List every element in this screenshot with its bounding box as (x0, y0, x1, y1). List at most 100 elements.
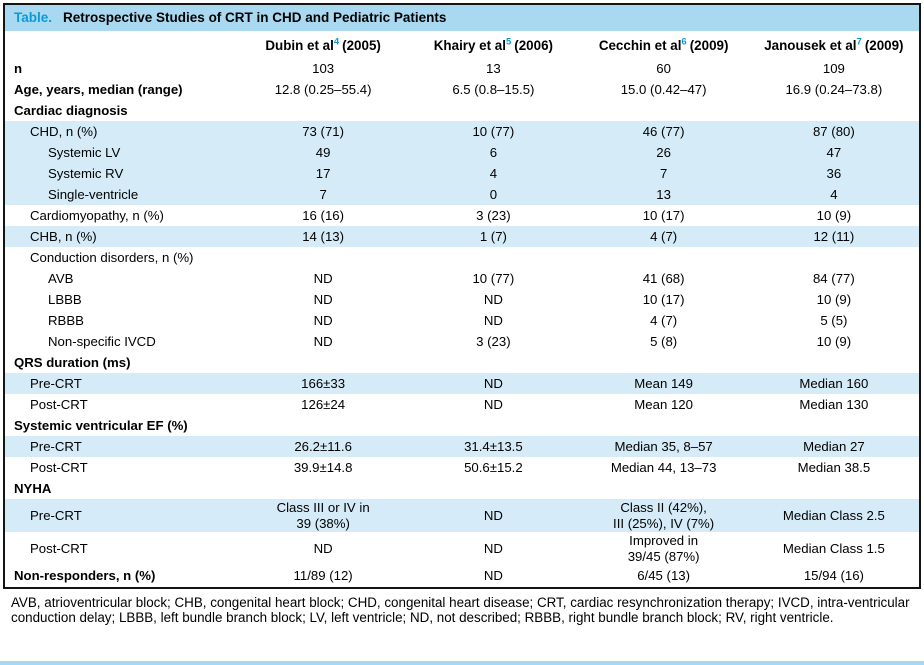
cell-value: 12.8 (0.25–55.4) (274, 81, 372, 97)
cell-value: Mean 149 (634, 375, 693, 391)
cell-value: 16.9 (0.24–73.8) (785, 81, 883, 97)
table-row: QRS duration (ms) (5, 352, 919, 373)
page: Table. Retrospective Studies of CRT in CH… (0, 3, 924, 665)
cell-value: 73 (71) (302, 123, 345, 139)
table-row: Non-specific IVCD ND 3 (23) 5 (8) 10 (9) (5, 331, 919, 352)
cell-value: 13 (656, 186, 671, 202)
cell-value: 10 (9) (816, 207, 852, 223)
study-name: Cecchin et al (598, 38, 682, 54)
column-header-dubin: Dubin et al4 (2005) (238, 31, 408, 58)
cell-value: Median 44, 13–73 (610, 459, 717, 475)
cell-value: 4 (489, 165, 498, 181)
cell-value: 1 (7) (479, 228, 507, 244)
cell-value (408, 415, 578, 436)
cell-value: 15.0 (0.42–47) (620, 81, 707, 97)
row-label: Pre-CRT (30, 507, 82, 523)
table-row: Age, years, median (range) 12.8 (0.25–55.… (5, 79, 919, 100)
table-row: Post-CRT ND ND Improved in 39/45 (87%) Media… (5, 532, 919, 565)
cell-value: 4 (830, 186, 838, 202)
cell-value (579, 352, 749, 373)
table-row: NYHA (5, 478, 919, 499)
header-row: Dubin et al4 (2005) Khairy et al5 (2006) C… (5, 31, 919, 58)
cell-value: ND (313, 333, 333, 349)
table-title: Retrospective Studies of CRT in CHD and … (63, 10, 447, 25)
cell-value: 7 (659, 165, 668, 181)
cell-value (579, 100, 749, 121)
cell-value: 47 (826, 144, 842, 160)
cell-value: 50.6±15.2 (464, 459, 523, 475)
row-label: LBBB (48, 291, 82, 307)
cell-value (749, 478, 919, 499)
cell-value (749, 352, 919, 373)
cell-value: 31.4±13.5 (464, 438, 523, 454)
cell-value: 4 (7) (650, 228, 678, 244)
cell-value: 46 (77) (642, 123, 685, 139)
cell-value (408, 247, 578, 268)
table-row: Pre-CRT 26.2±11.6 31.4±13.5 Median 35, 8–57… (5, 436, 919, 458)
cell-value: Median 35, 8–57 (614, 438, 713, 454)
row-label: CHD, n (%) (30, 123, 98, 139)
table-row: Pre-CRT Class III or IV in 39 (38%) ND Clas… (5, 499, 919, 533)
column-header-cecchin: Cecchin et al6 (2009) (579, 31, 749, 58)
column-header-janousek: Janousek et al7 (2009) (749, 31, 919, 58)
cell-value: 84 (77) (812, 270, 855, 286)
table-row: n 103 13 60 109 (5, 58, 919, 79)
column-header-khairy: Khairy et al5 (2006) (408, 31, 578, 58)
cell-value: ND (483, 541, 503, 557)
row-label: Single-ventricle (48, 186, 139, 202)
row-label: Cardiomyopathy, n (%) (30, 207, 164, 223)
cell-value (579, 478, 749, 499)
table-row: RBBB ND ND 4 (7) 5 (5) (5, 310, 919, 331)
cell-value: 4 (7) (650, 312, 678, 328)
cell-value: 6 (489, 144, 498, 160)
row-label: Post-CRT (30, 459, 88, 475)
cell-value: ND (483, 568, 503, 584)
cell-value (238, 247, 408, 268)
cell-value: 10 (9) (816, 291, 852, 307)
cell-value: Improved in 39/45 (87%) (627, 533, 700, 564)
row-label: Systemic LV (48, 144, 121, 160)
cell-value: 13 (486, 60, 501, 76)
cell-value: ND (483, 396, 503, 412)
cell-value: 16 (16) (302, 207, 345, 223)
cell-value: Median Class 1.5 (782, 541, 885, 557)
cell-value: 12 (11) (813, 228, 855, 244)
table-row: CHD, n (%) 73 (71) 10 (77) 46 (77) 87 (80) (5, 121, 919, 143)
cell-value (408, 478, 578, 499)
table-row: Cardiomyopathy, n (%) 16 (16) 3 (23) 10 (17… (5, 205, 919, 226)
row-label: Cardiac diagnosis (14, 102, 128, 118)
cell-value: 3 (23) (476, 333, 511, 349)
cell-value (238, 100, 408, 121)
cell-value: 10 (17) (642, 291, 685, 307)
cell-value: Median 38.5 (797, 459, 871, 475)
study-year: (2006) (514, 38, 553, 54)
row-label: Non-specific IVCD (48, 333, 156, 349)
abbreviations-footnote: AVB, atrioventricular block; CHB, congen… (11, 594, 910, 626)
reference-superscript: 5 (505, 36, 512, 48)
row-label: QRS duration (ms) (14, 354, 131, 370)
table-title-bar: Table. Retrospective Studies of CRT in CH… (5, 5, 919, 32)
cell-value (238, 415, 408, 436)
row-label: NYHA (14, 480, 52, 496)
row-label: Post-CRT (30, 396, 88, 412)
row-label: Age, years, median (range) (14, 81, 183, 97)
row-label: Pre-CRT (30, 375, 82, 391)
study-name: Dubin et al (265, 38, 334, 54)
cell-value: 6.5 (0.8–15.5) (452, 81, 535, 97)
row-label: Post-CRT (30, 541, 88, 557)
cell-value: 26 (656, 144, 671, 160)
row-label: Pre-CRT (30, 438, 82, 454)
table-row: Post-CRT 126±24 ND Mean 120 Median 130 (5, 394, 919, 415)
cell-value: 14 (13) (302, 228, 345, 244)
cell-value: 11/89 (12) (293, 568, 353, 584)
cell-value (749, 415, 919, 436)
table-row: Conduction disorders, n (%) (5, 247, 919, 268)
reference-superscript: 6 (681, 36, 687, 48)
cell-value: 60 (656, 60, 671, 76)
cell-value: 10 (9) (816, 333, 852, 349)
cell-value: 0 (489, 186, 498, 202)
cell-value: Median 27 (803, 438, 865, 454)
cell-value (408, 100, 578, 121)
table-row: Non-responders, n (%) 11/89 (12) ND 6/45 (1… (5, 566, 919, 587)
table-row: Single-ventricle 7 0 13 4 (5, 184, 919, 206)
